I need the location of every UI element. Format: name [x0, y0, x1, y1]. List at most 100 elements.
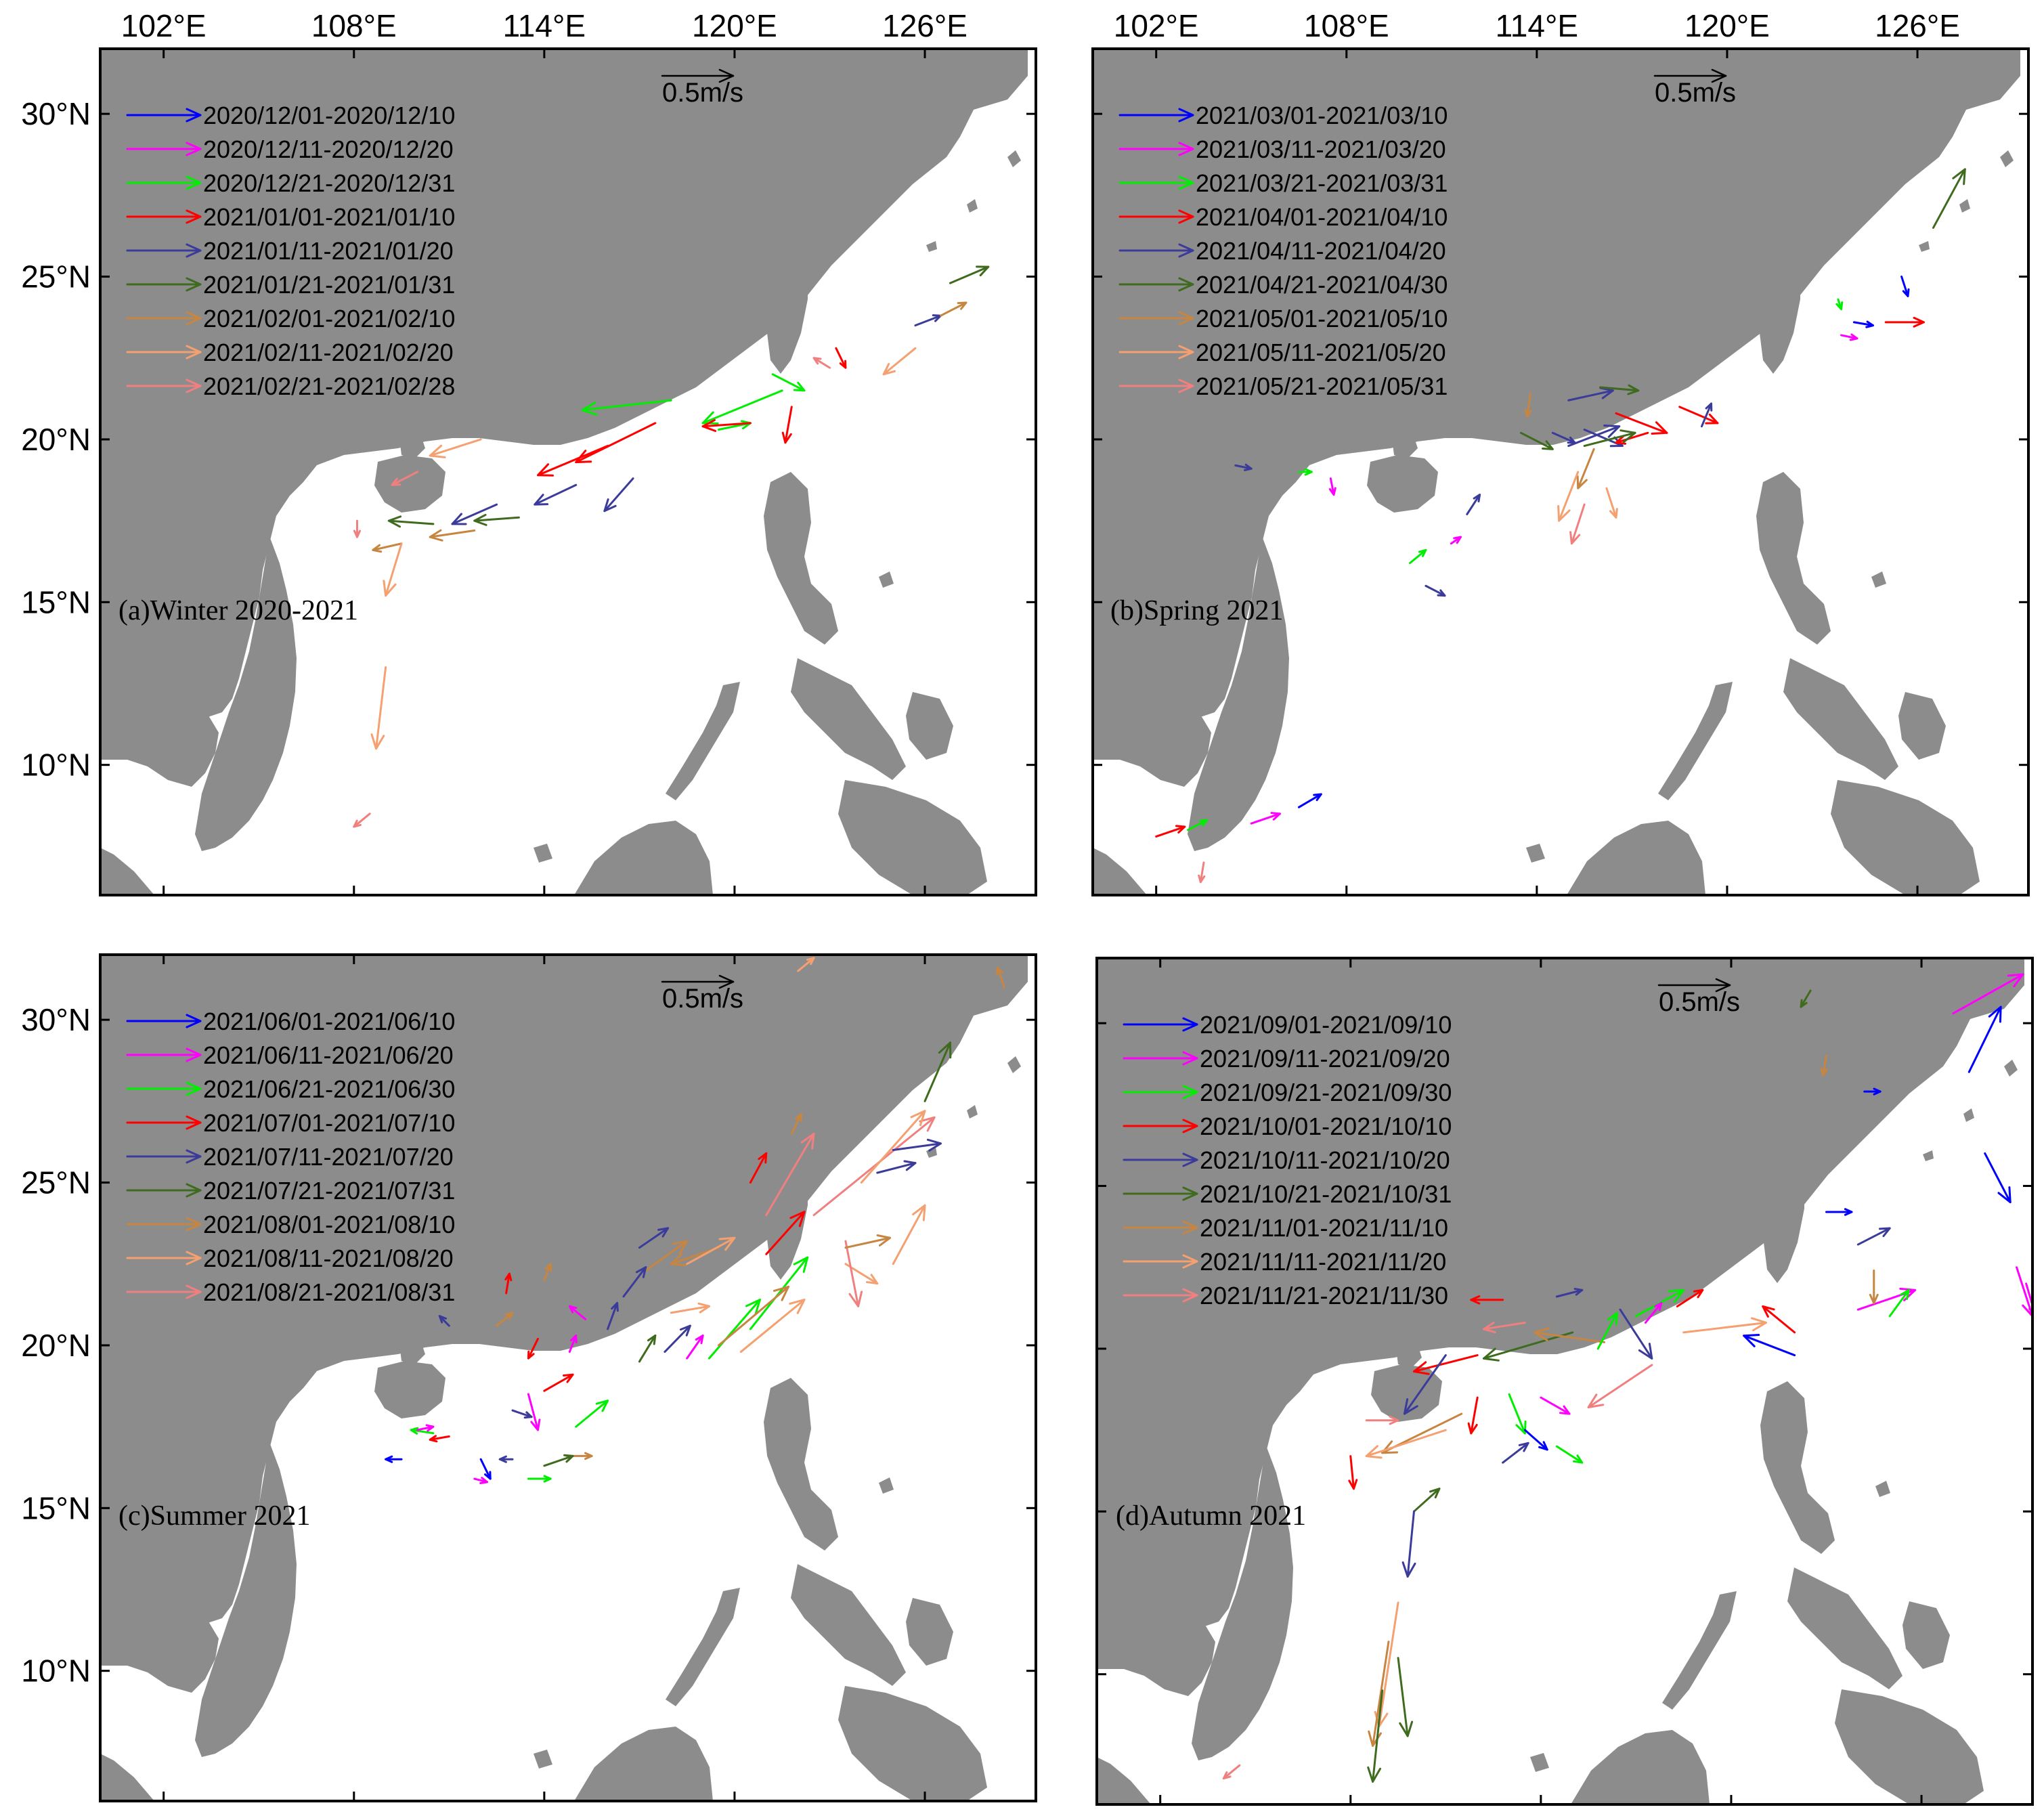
legend-label: 2021/01/01-2021/01/10: [203, 203, 455, 231]
current-vector: [1557, 471, 1580, 522]
current-vector: [1825, 1208, 1853, 1216]
current-vector: [1298, 793, 1322, 808]
current-vectors: [1155, 168, 1966, 884]
legend-label: 2021/09/21-2021/09/30: [1200, 1079, 1452, 1106]
current-vector: [1676, 1288, 1704, 1307]
current-vector: [527, 1475, 552, 1483]
current-vector: [1583, 429, 1636, 448]
y-tick-label: 25°N: [21, 259, 91, 295]
current-vector: [429, 438, 482, 458]
current-vector: [1533, 1327, 1606, 1343]
current-vector: [1524, 393, 1532, 418]
current-vector: [429, 529, 476, 542]
axis-ticks: 102°E 108°E 114°E 120°E 126°E: [1093, 8, 2028, 895]
current-vector: [575, 422, 657, 464]
current-vector: [1523, 1429, 1548, 1451]
map-frame: [1091, 47, 2030, 896]
scale-label: 0.5m/s: [662, 78, 743, 108]
current-vector: [1222, 1764, 1241, 1780]
current-vector: [1619, 1308, 1653, 1360]
legend-arrow: [126, 243, 202, 258]
current-vector: [1820, 1054, 1828, 1077]
legend-arrow: [126, 1081, 202, 1096]
legend-label: 2021/06/21-2021/06/30: [203, 1075, 455, 1103]
current-vector: [1884, 316, 1925, 328]
x-tick-label: 120°E: [1684, 8, 1770, 43]
current-vector: [749, 1256, 809, 1330]
legend-label: 2020/12/01-2020/12/10: [203, 102, 455, 129]
current-vector: [939, 301, 967, 317]
legend-label: 2021/11/01-2021/11/10: [1200, 1214, 1448, 1242]
map-frame: [1095, 957, 2034, 1806]
y-tick-label: 20°N: [21, 422, 91, 457]
current-vector: [1615, 431, 1649, 445]
current-vector: [1569, 503, 1586, 545]
current-vector: [1587, 1364, 1653, 1408]
current-vector: [568, 1305, 587, 1320]
legend-arrow: [1118, 243, 1194, 258]
x-tick-label: 102°E: [121, 8, 206, 43]
current-vector: [1605, 487, 1618, 519]
current-vector: [860, 1110, 926, 1184]
current-vector: [496, 1312, 514, 1327]
y-tick-label: 20°N: [21, 1328, 91, 1363]
current-vector: [882, 347, 917, 376]
x-tick-label: 114°E: [1496, 8, 1578, 43]
current-vector: [1502, 1442, 1529, 1464]
legend-arrow: [126, 175, 202, 190]
legend-arrow: [1123, 1051, 1198, 1066]
scale-arrow: 0.5m/s: [661, 974, 743, 1014]
current-vector: [1298, 468, 1313, 476]
x-tick-label: 108°E: [311, 8, 397, 43]
y-tick-label: 10°N: [21, 1653, 91, 1689]
legend-arrow: [1123, 1254, 1198, 1269]
legend-label: 2021/04/01-2021/04/10: [1196, 203, 1448, 231]
current-vector: [536, 445, 609, 477]
y-tick-label: 15°N: [21, 1490, 91, 1525]
y-tick-label: 30°N: [21, 96, 91, 131]
current-vector: [664, 1324, 691, 1353]
current-vector: [1888, 1288, 1910, 1318]
legend-arrow: [1118, 277, 1194, 292]
current-vector: [543, 1373, 574, 1392]
legend-arrow: [126, 142, 202, 156]
scale-label: 0.5m/s: [662, 984, 743, 1014]
legend-label: 2020/12/21-2020/12/31: [203, 169, 455, 197]
legend-label: 2021/10/01-2021/10/10: [1200, 1112, 1452, 1140]
current-vector: [1984, 1152, 2012, 1204]
legend-arrow: [1118, 142, 1194, 156]
x-tick-label: 102°E: [1114, 8, 1199, 43]
legend-label: 2021/01/21-2021/01/31: [203, 271, 455, 299]
current-vector: [923, 1041, 952, 1102]
legend-label: 2021/03/21-2021/03/31: [1196, 169, 1448, 197]
current-vector: [1466, 494, 1481, 515]
legend-arrow: [1123, 1220, 1198, 1235]
current-vector: [1412, 1488, 1441, 1513]
current-vector: [638, 1227, 670, 1249]
current-vector: [1467, 1396, 1479, 1435]
current-vector: [1412, 1354, 1479, 1375]
legend-arrow: [126, 1251, 202, 1265]
current-vector: [1835, 298, 1844, 311]
legend-arrow: [1123, 1288, 1198, 1303]
panel-label: (d)Autumn 2021: [1116, 1500, 1306, 1532]
current-vector: [1365, 1429, 1447, 1459]
axis-ticks: 102°E 108°E 114°E 120°E 126°E 30°N 25°N 20°N 15°…: [21, 8, 1036, 895]
y-tick-label: 15°N: [21, 584, 91, 620]
current-vector: [1555, 1288, 1584, 1298]
legend-label: 2021/08/11-2021/08/20: [203, 1244, 454, 1272]
current-vector: [372, 542, 403, 553]
x-tick-label: 120°E: [692, 8, 777, 43]
x-tick-label: 126°E: [882, 8, 967, 43]
current-vector: [607, 1301, 619, 1330]
legend-arrow: [126, 108, 202, 123]
legend-arrow: [126, 1183, 202, 1198]
scale-label: 0.5m/s: [1655, 78, 1736, 108]
current-vector: [1900, 276, 1910, 297]
scale-vector: [1657, 978, 1731, 993]
current-vector: [387, 515, 435, 528]
legend-label: 2021/04/21-2021/04/30: [1196, 271, 1448, 299]
scale-arrow: 0.5m/s: [1657, 978, 1740, 1017]
legend-label: 2021/10/11-2021/10/20: [1200, 1146, 1450, 1174]
